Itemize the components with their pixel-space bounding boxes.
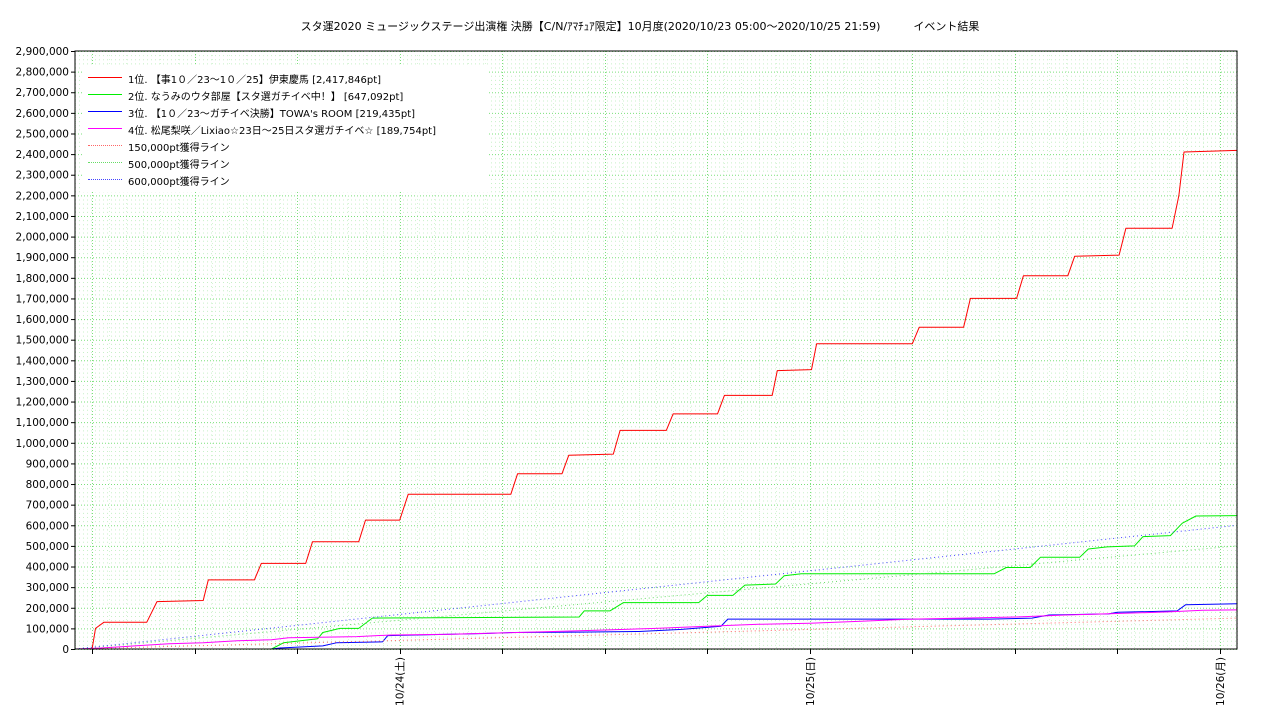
legend-swatch: [88, 128, 122, 129]
x-axis: 10/24(土) 10/25(日) 10/26(月): [92, 649, 1227, 706]
legend-swatch: [88, 94, 122, 95]
y-tick-label: 1,200,000: [16, 397, 69, 409]
y-tick-label: 1,800,000: [16, 273, 69, 285]
y-tick-label: 2,800,000: [16, 67, 69, 79]
x-tick-label: 10/25(日): [805, 657, 817, 706]
legend-item: 4位. 松尾梨咲／Lixiao☆23日〜25日スタ選ガチイベ☆ [189,754…: [88, 120, 488, 137]
y-tick-label: 2,300,000: [16, 170, 69, 182]
legend-label: 150,000pt獲得ライン: [128, 143, 230, 154]
series-line-4: [74, 609, 1238, 650]
y-tick-label: 900,000: [26, 458, 69, 470]
legend-swatch: [88, 179, 122, 180]
series-line-1: [75, 149, 1238, 650]
legend-label: 2位. なうみのウタ部屋【スタ選ガチイベ中！】 [647,092pt]: [128, 92, 404, 103]
y-tick-label: 2,000,000: [16, 232, 69, 244]
y-tick-label: 800,000: [26, 479, 69, 491]
series-line-3: [75, 603, 1238, 650]
y-tick-label: 2,600,000: [16, 108, 69, 120]
legend-label: 500,000pt獲得ライン: [128, 160, 230, 171]
plot-frame: [74, 50, 1238, 650]
y-tick-label: 0: [62, 644, 69, 656]
y-tick-label: 1,300,000: [16, 376, 69, 388]
y-tick-label: 200,000: [26, 603, 69, 615]
chart-title: スタ運2020 ミュージックステージ出演権 決勝【C/N/ｱﾏﾁｭｱ限定】10月…: [300, 20, 980, 33]
legend: 1位. 【事1０／23〜1０／25】伊東慶馬 [2,417,846pt] 2位.…: [82, 66, 488, 192]
legend-label: 4位. 松尾梨咲／Lixiao☆23日〜25日スタ選ガチイベ☆ [189,754…: [128, 126, 436, 137]
legend-label: 1位. 【事1０／23〜1０／25】伊東慶馬 [2,417,846pt]: [128, 75, 382, 86]
legend-swatch: [88, 77, 122, 78]
grid: [75, 51, 1238, 650]
y-tick-label: 300,000: [26, 582, 69, 594]
series-line-5: [74, 617, 1238, 650]
y-tick-label: 2,200,000: [16, 190, 69, 202]
series-line-6: [74, 545, 1238, 650]
legend-item: 2位. なうみのウタ部屋【スタ選ガチイベ中！】 [647,092pt]: [88, 86, 488, 103]
x-tick-label: 10/26(月): [1215, 657, 1227, 706]
legend-item: 600,000pt獲得ライン: [88, 171, 488, 188]
y-tick-label: 1,000,000: [16, 438, 69, 450]
series-line-2: [75, 515, 1238, 650]
y-tick-label: 1,500,000: [16, 335, 69, 347]
y-tick-label: 1,400,000: [16, 355, 69, 367]
legend-item: 1位. 【事1０／23〜1０／25】伊東慶馬 [2,417,846pt]: [88, 69, 488, 86]
y-axis: 0 100,000 200,000 300,000 400,000 500,000 600,…: [16, 46, 75, 656]
series-line-7: [74, 524, 1238, 650]
y-tick-label: 500,000: [26, 541, 69, 553]
legend-swatch: [88, 111, 122, 112]
y-tick-label: 1,900,000: [16, 252, 69, 264]
y-tick-label: 400,000: [26, 562, 69, 574]
y-tick-label: 1,700,000: [16, 293, 69, 305]
y-tick-label: 2,100,000: [16, 211, 69, 223]
legend-item: 500,000pt獲得ライン: [88, 154, 488, 171]
y-tick-label: 2,500,000: [16, 128, 69, 140]
y-tick-label: 600,000: [26, 520, 69, 532]
legend-label: 600,000pt獲得ライン: [128, 177, 230, 188]
legend-label: 3位. 【1０／23〜ガチイベ決勝】TOWA's ROOM [219,435pt…: [128, 109, 416, 120]
legend-item: 150,000pt獲得ライン: [88, 137, 488, 154]
y-tick-label: 700,000: [26, 500, 69, 512]
y-tick-label: 2,400,000: [16, 149, 69, 161]
legend-swatch: [88, 145, 122, 146]
y-tick-label: 100,000: [26, 623, 69, 635]
y-tick-label: 1,600,000: [16, 314, 69, 326]
legend-swatch: [88, 162, 122, 163]
legend-item: 3位. 【1０／23〜ガチイベ決勝】TOWA's ROOM [219,435pt…: [88, 103, 488, 120]
y-tick-label: 1,100,000: [16, 417, 69, 429]
y-tick-label: 2,700,000: [16, 87, 69, 99]
series-lines: [74, 149, 1238, 650]
y-tick-label: 2,900,000: [16, 46, 69, 58]
x-tick-label: 10/24(土): [394, 657, 407, 706]
